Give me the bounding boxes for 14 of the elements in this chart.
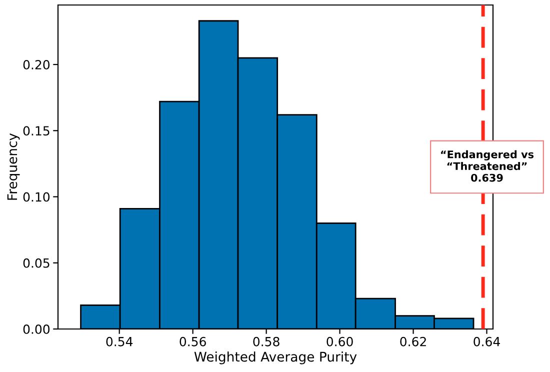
x-tick-label: 0.62 <box>400 336 426 346</box>
x-axis-title: Weighted Average Purity <box>194 352 357 364</box>
y-axis-title: Frequency <box>7 133 20 200</box>
y-tick-label: 0.10 <box>23 192 50 202</box>
x-tick-label: 0.64 <box>474 336 500 346</box>
y-tick-label: 0.00 <box>23 324 50 334</box>
ref-line-label: “Endangered vs “Threatened” 0.639 <box>441 150 534 182</box>
y-tick-label: 0.20 <box>23 60 50 70</box>
x-tick-label: 0.54 <box>106 336 133 346</box>
x-tick-label: 0.56 <box>180 336 206 346</box>
x-tick-label: 0.60 <box>326 336 353 346</box>
y-tick-label: 0.05 <box>23 258 50 268</box>
y-tick-label: 0.15 <box>23 126 50 136</box>
x-tick-label: 0.58 <box>253 336 280 346</box>
